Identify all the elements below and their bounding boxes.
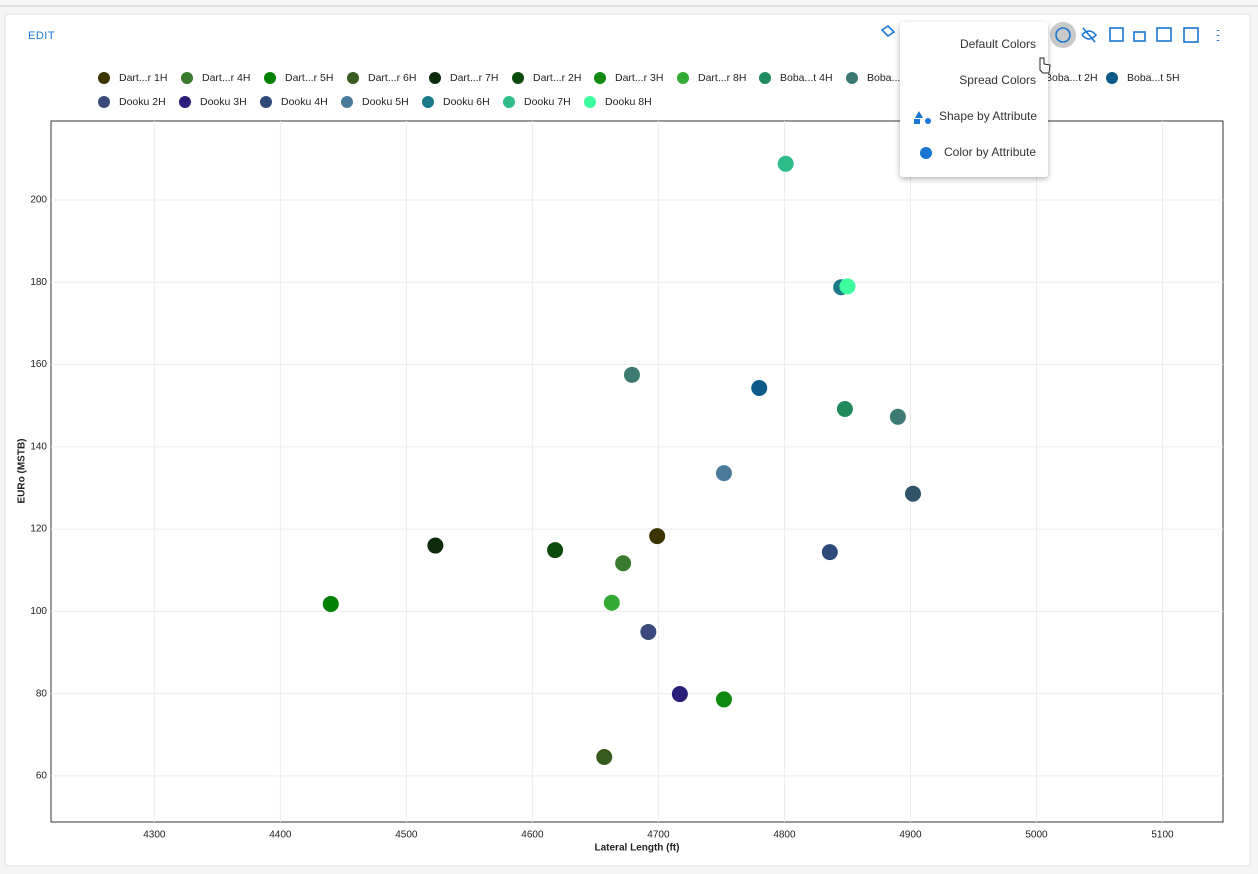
toolbar	[880, 22, 1220, 48]
point	[322, 595, 339, 612]
point	[715, 465, 732, 482]
cursor	[1039, 57, 1051, 74]
legend-marker	[677, 72, 689, 84]
legend-marker	[429, 72, 441, 84]
legend-label: Dooku 4H	[281, 96, 328, 108]
legend-label: Dart...r 6H	[368, 72, 416, 84]
legend-marker	[584, 96, 596, 108]
y-tick-label: 140	[30, 441, 47, 452]
point	[649, 528, 666, 545]
y-tick-label: 160	[30, 359, 47, 370]
lock-icon[interactable]	[1133, 31, 1146, 42]
x-tick-label: 4700	[647, 830, 670, 841]
point	[821, 544, 838, 561]
x-tick-label: 5000	[1025, 830, 1048, 841]
menu-item[interactable]: Shape by Attribute	[939, 109, 1037, 123]
x-tick-label: 4300	[143, 830, 166, 841]
fill-icon[interactable]	[880, 24, 896, 38]
point	[623, 366, 640, 383]
legend-marker	[98, 96, 110, 108]
menu: Default Colors Spread Colors Shape by At…	[900, 22, 1051, 177]
x-tick-label: 4500	[395, 830, 418, 841]
legend-label: Dart...r 4H	[202, 72, 250, 84]
point	[715, 691, 732, 708]
shape-icon-dot	[925, 118, 931, 124]
point	[839, 278, 856, 295]
menu-item[interactable]: Default Colors	[960, 37, 1036, 51]
y-tick-label: 80	[36, 688, 48, 699]
legend-label: Dart...r 8H	[698, 72, 746, 84]
x-tick-label: 5100	[1151, 830, 1174, 841]
legend-marker	[759, 72, 771, 84]
menu-panel	[900, 22, 1048, 177]
legend-label: Dooku 5H	[362, 96, 409, 108]
legend-label: Dart...r 2H	[533, 72, 581, 84]
legend-marker	[594, 72, 606, 84]
legend-label: Dooku 3H	[200, 96, 247, 108]
point	[640, 623, 657, 640]
point	[427, 537, 444, 554]
x-tick-label: 4400	[269, 830, 292, 841]
legend-label: Dooku 8H	[605, 96, 652, 108]
legend-marker	[846, 72, 858, 84]
active-icon-bg	[1050, 22, 1076, 48]
legend-marker	[347, 72, 359, 84]
x-tick-label: 4600	[521, 830, 544, 841]
point	[603, 594, 620, 611]
legend-marker	[1106, 72, 1118, 84]
point	[671, 686, 688, 703]
y-tick-label: 100	[30, 606, 47, 617]
y-tick-label: 60	[36, 771, 48, 782]
legend-label: Dooku 2H	[119, 96, 166, 108]
legend-label: Dooku 6H	[443, 96, 490, 108]
point	[615, 555, 632, 572]
notes-icon[interactable]	[1109, 27, 1124, 42]
x-tick-label: 4900	[899, 830, 922, 841]
legend-marker	[264, 72, 276, 84]
legend-marker	[260, 96, 272, 108]
legend-marker	[503, 96, 515, 108]
menu-item[interactable]: Spread Colors	[959, 73, 1036, 87]
point	[751, 379, 768, 396]
legend-label: Dooku 7H	[524, 96, 571, 108]
point	[777, 155, 794, 172]
scatter-icon[interactable]	[1183, 27, 1199, 43]
legend-marker	[341, 96, 353, 108]
y-tick-label: 200	[30, 195, 47, 206]
y-tick-label: 120	[30, 524, 47, 535]
palette-icon[interactable]	[1055, 27, 1071, 43]
legend-marker	[181, 72, 193, 84]
legend-label: Boba...t 2H	[1045, 72, 1098, 84]
menu-item[interactable]: Color by Attribute	[944, 145, 1036, 159]
point	[836, 400, 853, 417]
table-icon[interactable]	[1156, 27, 1172, 42]
legend-label: Dart...r 5H	[285, 72, 333, 84]
y-axis-label: EURo (MSTB)	[17, 439, 28, 504]
legend-label: Boba...t 4H	[780, 72, 833, 84]
hide-icon[interactable]	[1081, 27, 1098, 43]
shape-icon	[914, 111, 923, 124]
point	[547, 542, 564, 559]
point	[596, 749, 613, 766]
legend-marker	[422, 96, 434, 108]
palette-icon	[920, 147, 932, 159]
x-tick-label: 4800	[773, 830, 796, 841]
legend-marker	[512, 72, 524, 84]
y-tick-label: 180	[30, 277, 47, 288]
legend-label: Dart...r 1H	[119, 72, 167, 84]
point	[904, 485, 921, 502]
legend-label: Dart...r 3H	[615, 72, 663, 84]
plot-area	[50, 120, 1224, 823]
edit-button[interactable]: EDIT	[28, 30, 55, 42]
legend-label: Dart...r 7H	[450, 72, 498, 84]
chart-layer: 4300 4400 4500 4600 4700 4800 4900 5000 5100 60 80…	[30, 72, 1223, 841]
point	[889, 408, 906, 425]
legend-marker	[98, 72, 110, 84]
x-axis-label: Lateral Length (ft)	[595, 843, 680, 854]
legend-marker	[179, 96, 191, 108]
legend-label: Boba...t 5H	[1127, 72, 1180, 84]
